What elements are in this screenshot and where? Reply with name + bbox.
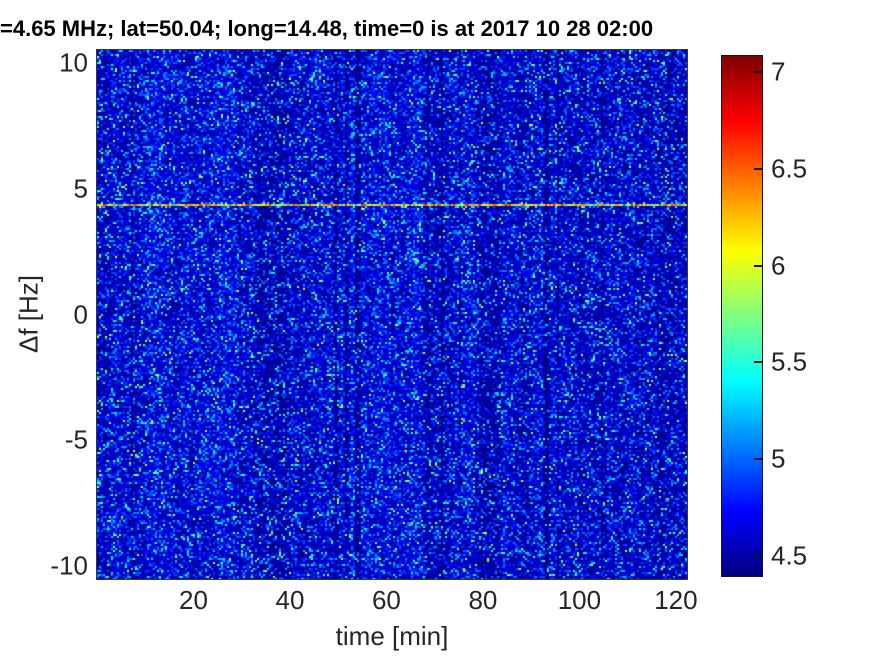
- colorbar-tick-mark: [754, 71, 762, 74]
- colorbar-tick-mark: [754, 168, 762, 171]
- colorbar-tick-label: 7: [771, 56, 786, 87]
- colorbar-tick-mark: [754, 458, 762, 461]
- y-tick-label: 0: [73, 299, 88, 329]
- colorbar-tick-label: 5: [771, 443, 786, 474]
- colorbar-tick-label: 6: [771, 250, 786, 281]
- chart-title: =4.65 MHz; lat=50.04; long=14.48, time=0…: [0, 16, 654, 41]
- colorbar-tick-mark: [754, 554, 762, 557]
- y-tick-label: -10: [50, 550, 88, 581]
- heatmap-image: [96, 49, 688, 580]
- y-tick-label: -5: [64, 424, 88, 455]
- colorbar-tick-mark: [754, 264, 762, 267]
- x-tick-label: 20: [179, 585, 208, 615]
- colorbar-tick-label: 5.5: [771, 346, 808, 377]
- x-tick-label: 40: [275, 585, 305, 615]
- x-tick-label: 120: [654, 585, 698, 615]
- y-tick-label: 10: [59, 47, 88, 78]
- y-axis-label: Δf [Hz]: [13, 274, 44, 354]
- x-tick-label: 100: [557, 585, 602, 615]
- colorbar: [721, 55, 763, 577]
- colorbar-tick-mark: [754, 361, 762, 364]
- x-tick-label: 60: [371, 585, 401, 615]
- x-tick-label: 80: [468, 585, 498, 615]
- x-axis-label: time [min]: [335, 621, 449, 651]
- y-tick-label: 5: [73, 173, 88, 204]
- colorbar-tick-label: 6.5: [771, 153, 808, 184]
- colorbar-tick-label: 4.5: [771, 540, 808, 571]
